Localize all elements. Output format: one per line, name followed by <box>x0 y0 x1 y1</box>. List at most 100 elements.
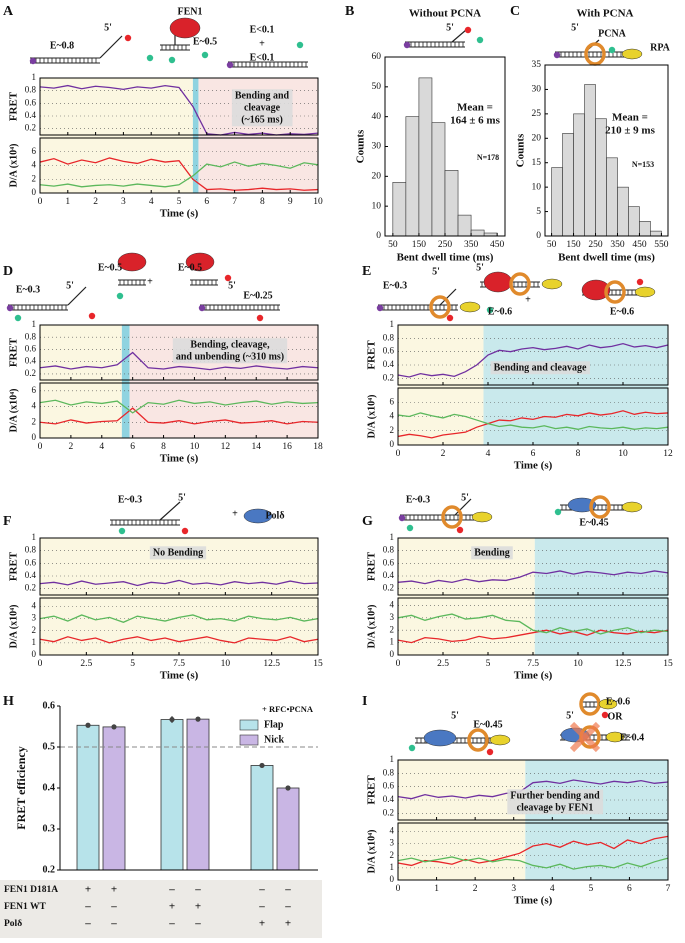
x-tick-label: 10 <box>221 659 231 669</box>
dye <box>146 54 154 62</box>
schematic-label: 5' <box>178 492 186 503</box>
y-tick-label: 0.6 <box>25 557 37 567</box>
x-tick-label: 5 <box>588 884 593 894</box>
panel-letter: H <box>3 694 14 709</box>
x-tick-label: 2 <box>69 442 74 452</box>
y-tick-label: 0.4 <box>383 794 395 804</box>
rpa <box>634 286 656 298</box>
bar <box>250 765 274 871</box>
region <box>398 538 535 655</box>
trace-line <box>397 412 669 430</box>
y-tick-label: 2 <box>32 416 37 426</box>
bar <box>160 719 184 871</box>
x-tick-label: 50 <box>547 240 557 250</box>
y-axis-label: D/A (x10⁴) <box>8 389 19 433</box>
x-tick-label: 15 <box>313 659 323 669</box>
bar <box>102 726 126 871</box>
table-cell: – <box>168 918 175 930</box>
x-tick-label: 2 <box>473 884 478 894</box>
annotation-box <box>490 361 590 375</box>
fen1 <box>483 271 513 293</box>
mean-label: Mean = <box>612 112 648 124</box>
dna-flap <box>451 29 467 43</box>
y-tick-label: 0.6 <box>43 700 56 711</box>
y-tick-label: 6 <box>32 146 37 156</box>
legend-label: Nick <box>264 734 284 745</box>
bar <box>617 186 629 237</box>
y-tick-label: 0.4 <box>383 359 395 369</box>
x-tick-label: 0 <box>396 884 401 894</box>
dye <box>88 312 96 320</box>
dye <box>601 711 609 719</box>
annotation: No Bending <box>153 547 203 558</box>
annotation-box <box>231 89 293 127</box>
dye <box>296 41 304 49</box>
table-cell: – <box>194 884 201 896</box>
mean-label: 164 ± 6 ms <box>450 115 500 127</box>
trace-line <box>39 351 319 371</box>
bar <box>650 230 662 237</box>
x-tick-label: 8 <box>576 449 581 459</box>
schematic-label: E~0.3 <box>383 280 407 291</box>
y-tick-label: 10 <box>532 182 542 192</box>
panel-letter: A <box>3 4 14 19</box>
n-label: N=178 <box>477 153 499 162</box>
dye <box>608 46 616 54</box>
y-tick-label: 1 <box>390 319 395 329</box>
y-tick-label: 0 <box>390 439 395 449</box>
x-axis-label: Time (s) <box>514 895 553 907</box>
annotation: Bending <box>474 547 510 558</box>
x-tick-label: 450 <box>632 240 647 250</box>
y-tick-label: 0.8 <box>25 331 37 341</box>
x-axis-label: Time (s) <box>514 460 553 472</box>
x-tick-label: 150 <box>412 240 427 250</box>
y-tick-label: 0.4 <box>43 782 56 793</box>
y-tick-label: 0.2 <box>43 864 56 875</box>
x-tick-label: 5 <box>130 659 135 669</box>
x-tick-label: 6 <box>531 449 536 459</box>
chart-title: Without PCNA <box>409 8 481 20</box>
y-tick-label: 0 <box>32 432 37 442</box>
panel-letter: F <box>3 514 12 529</box>
fen1 <box>581 279 611 301</box>
dye <box>406 524 414 532</box>
schematic-label: 5' <box>476 262 484 273</box>
y-tick-label: 15 <box>532 158 542 168</box>
region <box>121 325 130 438</box>
pol <box>567 497 597 513</box>
pcna <box>509 272 531 296</box>
y-tick-label: 10 <box>372 201 382 211</box>
y-tick-label: 0 <box>376 231 381 241</box>
dye <box>636 278 644 286</box>
trace-line <box>397 570 669 585</box>
legend-swatch <box>239 734 259 746</box>
mean-label: 210 ± 9 ms <box>605 125 655 137</box>
x-tick-label: 12 <box>663 449 673 459</box>
y-tick-label: 0.4 <box>383 570 395 580</box>
schematic-label: E<0.1 <box>250 52 275 63</box>
n-label: N=153 <box>632 160 654 169</box>
y-tick-label: 0.5 <box>43 741 56 752</box>
x-tick-label: 4 <box>149 197 154 207</box>
chart-title: With PCNA <box>577 8 634 20</box>
y-tick-label: 4 <box>390 599 395 609</box>
dna-flap <box>67 286 87 306</box>
schematic-label: E~0.6 <box>610 306 634 317</box>
schematic-label: 5' <box>66 280 74 291</box>
y-tick-label: 4 <box>390 826 395 836</box>
bar <box>276 787 300 871</box>
fen1 <box>117 252 147 272</box>
frame <box>39 324 319 381</box>
x-tick-label: 6 <box>627 884 632 894</box>
y-tick-label: 2 <box>32 173 37 183</box>
x-tick-label: 350 <box>610 240 625 250</box>
y-axis-label: D/A (x10⁴) <box>8 605 19 649</box>
y-axis-label: Counts <box>355 129 367 163</box>
schematic-label: E~0.5 <box>98 262 122 273</box>
x-tick-label: 250 <box>438 240 453 250</box>
region <box>534 538 668 655</box>
rpa <box>605 731 625 743</box>
dye <box>198 304 206 312</box>
fen1 <box>169 17 201 39</box>
dye <box>256 314 264 322</box>
